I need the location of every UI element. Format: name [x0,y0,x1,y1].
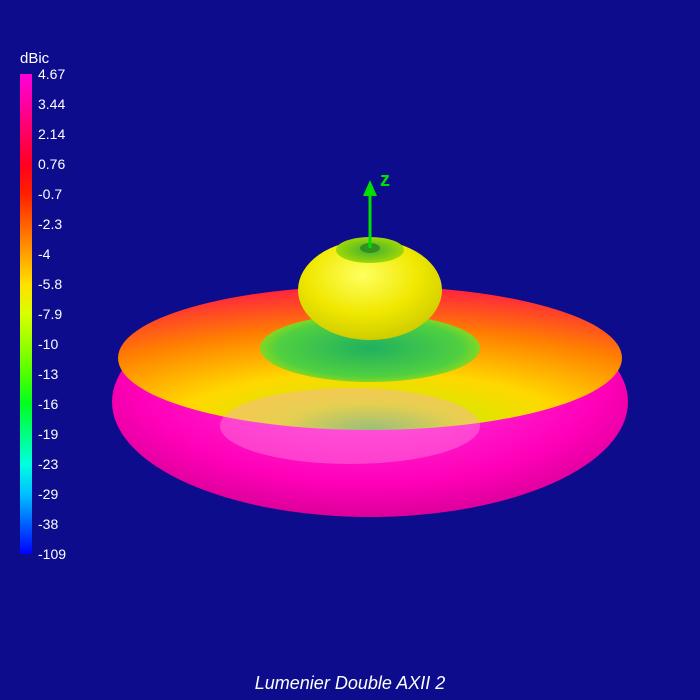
pattern-scene: z [100,140,640,560]
colorbar-tick-label: -13 [38,366,58,382]
z-axis-arrow: z [363,169,390,248]
colorbar-tick-label: 2.14 [38,126,65,142]
colorbar-tick-label: -16 [38,396,58,412]
colorbar-labels: 4.673.442.140.76-0.7-2.3-4-5.8-7.9-10-13… [38,74,78,554]
colorbar-title: dBic [20,50,75,67]
radiation-plot: dBic 4.67 3.44 2.14 0.76 -0.7 -2.3 -4 -5.8 -7.9 -… [0,0,700,700]
colorbar-tick-label: -2.3 [38,216,62,232]
colorbar-tick-label: -4 [38,246,50,262]
colorbar-tick-label: 0.76 [38,156,65,172]
colorbar-tick-label: -109 [38,546,66,562]
plot-caption: Lumenier Double AXII 2 [255,673,445,694]
torus-highlight [220,388,480,464]
colorbar-gradient [20,74,32,554]
pattern-svg: z [100,140,640,560]
colorbar-tick-label: -5.8 [38,276,62,292]
colorbar-tick-label: -19 [38,426,58,442]
z-axis-label: z [380,169,390,191]
colorbar-tick-label: -10 [38,336,58,352]
top-lobe [298,237,442,340]
colorbar-tick-label: 4.67 [38,66,65,82]
colorbar-tick-label: -29 [38,486,58,502]
colorbar-tick-label: -0.7 [38,186,62,202]
colorbar-tick-label: -23 [38,456,58,472]
colorbar-tick-label: -38 [38,516,58,532]
colorbar: dBic 4.673.442.140.76-0.7-2.3-4-5.8-7.9-… [20,50,75,73]
colorbar-tick-label: 3.44 [38,96,65,112]
colorbar-tick-label: -7.9 [38,306,62,322]
